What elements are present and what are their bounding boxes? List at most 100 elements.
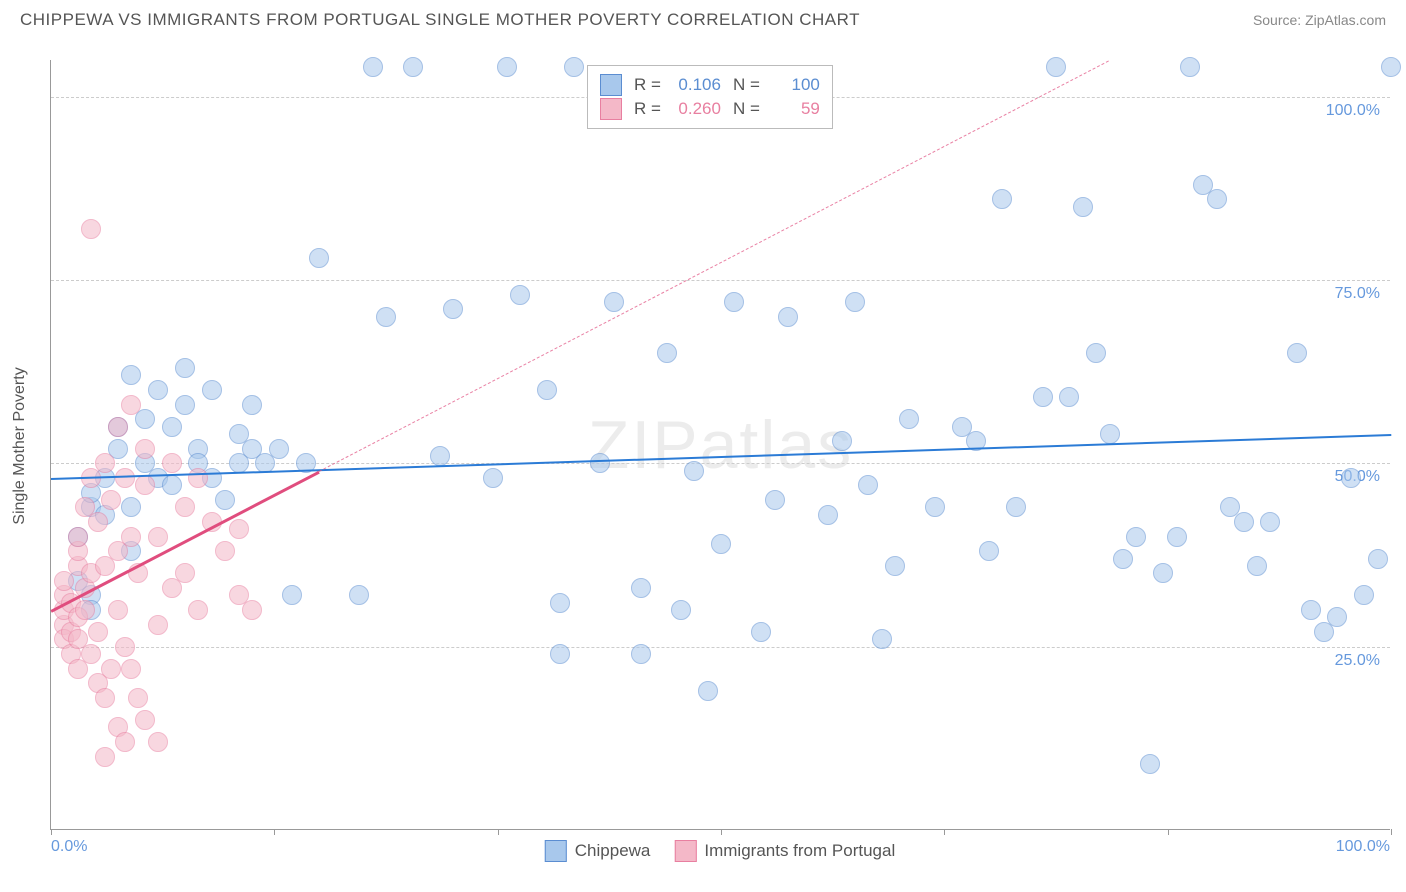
xtick	[721, 829, 722, 835]
scatter-point	[229, 519, 249, 539]
scatter-point	[95, 747, 115, 767]
xtick	[944, 829, 945, 835]
scatter-point	[202, 380, 222, 400]
scatter-point	[121, 659, 141, 679]
scatter-point	[671, 600, 691, 620]
scatter-point	[175, 395, 195, 415]
scatter-point	[564, 57, 584, 77]
xtick	[51, 829, 52, 835]
ytick-label: 75.0%	[1335, 285, 1380, 303]
ytick-label: 25.0%	[1335, 652, 1380, 670]
scatter-point	[885, 556, 905, 576]
scatter-point	[309, 248, 329, 268]
scatter-point	[162, 475, 182, 495]
scatter-point	[1260, 512, 1280, 532]
stats-row: R =0.106N =100	[600, 74, 820, 96]
scatter-point	[282, 585, 302, 605]
stat-n-label: N =	[733, 99, 760, 119]
scatter-point	[1207, 189, 1227, 209]
scatter-point	[1167, 527, 1187, 547]
scatter-point	[115, 468, 135, 488]
chart-title: CHIPPEWA VS IMMIGRANTS FROM PORTUGAL SIN…	[20, 10, 860, 30]
scatter-point	[778, 307, 798, 327]
bottom-legend: Chippewa Immigrants from Portugal	[545, 840, 895, 862]
scatter-point	[349, 585, 369, 605]
scatter-point	[108, 417, 128, 437]
xtick	[1391, 829, 1392, 835]
scatter-point	[631, 644, 651, 664]
legend-swatch	[674, 840, 696, 862]
stat-r-label: R =	[634, 75, 661, 95]
scatter-point	[483, 468, 503, 488]
scatter-point	[175, 563, 195, 583]
scatter-point	[242, 395, 262, 415]
scatter-point	[88, 622, 108, 642]
scatter-point	[68, 527, 88, 547]
gridline	[51, 280, 1390, 281]
scatter-point	[858, 475, 878, 495]
legend-swatch	[600, 74, 622, 96]
legend-label: Immigrants from Portugal	[704, 841, 895, 861]
xtick	[274, 829, 275, 835]
scatter-point	[81, 644, 101, 664]
scatter-point	[188, 468, 208, 488]
scatter-point	[108, 600, 128, 620]
scatter-point	[1100, 424, 1120, 444]
scatter-point	[657, 343, 677, 363]
scatter-point	[510, 285, 530, 305]
scatter-point	[550, 644, 570, 664]
scatter-point	[818, 505, 838, 525]
gridline	[51, 647, 1390, 648]
stats-row: R =0.260N =59	[600, 98, 820, 120]
scatter-point	[979, 541, 999, 561]
scatter-point	[101, 490, 121, 510]
scatter-point	[443, 299, 463, 319]
scatter-point	[135, 710, 155, 730]
scatter-point	[162, 417, 182, 437]
scatter-point	[1046, 57, 1066, 77]
legend-label: Chippewa	[575, 841, 651, 861]
scatter-point	[1180, 57, 1200, 77]
ytick-label: 100.0%	[1326, 102, 1380, 120]
scatter-point	[631, 578, 651, 598]
scatter-point	[590, 453, 610, 473]
scatter-point	[1341, 468, 1361, 488]
stat-n-value: 59	[768, 99, 820, 119]
xtick	[1168, 829, 1169, 835]
scatter-point	[925, 497, 945, 517]
chart-container: ZIPatlas 25.0%50.0%75.0%100.0%0.0%100.0%…	[50, 60, 1390, 830]
scatter-point	[992, 189, 1012, 209]
scatter-point	[1006, 497, 1026, 517]
watermark: ZIPatlas	[588, 406, 853, 484]
plot-area: ZIPatlas 25.0%50.0%75.0%100.0%0.0%100.0%…	[50, 60, 1390, 830]
scatter-point	[121, 497, 141, 517]
scatter-point	[148, 380, 168, 400]
scatter-point	[363, 57, 383, 77]
scatter-point	[175, 358, 195, 378]
xtick	[498, 829, 499, 835]
stats-legend: R =0.106N =100R =0.260N =59	[587, 65, 833, 129]
legend-item: Chippewa	[545, 840, 651, 862]
scatter-point	[148, 732, 168, 752]
scatter-point	[148, 527, 168, 547]
scatter-point	[95, 453, 115, 473]
scatter-point	[845, 292, 865, 312]
scatter-point	[1086, 343, 1106, 363]
legend-item: Immigrants from Portugal	[674, 840, 895, 862]
legend-swatch	[545, 840, 567, 862]
scatter-point	[175, 497, 195, 517]
scatter-point	[899, 409, 919, 429]
scatter-point	[215, 541, 235, 561]
scatter-point	[376, 307, 396, 327]
scatter-point	[1354, 585, 1374, 605]
scatter-point	[403, 57, 423, 77]
source-label: Source: ZipAtlas.com	[1253, 12, 1386, 28]
xtick-label: 100.0%	[1336, 838, 1390, 856]
stat-r-value: 0.106	[669, 75, 721, 95]
scatter-point	[711, 534, 731, 554]
scatter-point	[872, 629, 892, 649]
scatter-point	[1153, 563, 1173, 583]
scatter-point	[121, 527, 141, 547]
stat-n-value: 100	[768, 75, 820, 95]
scatter-point	[550, 593, 570, 613]
